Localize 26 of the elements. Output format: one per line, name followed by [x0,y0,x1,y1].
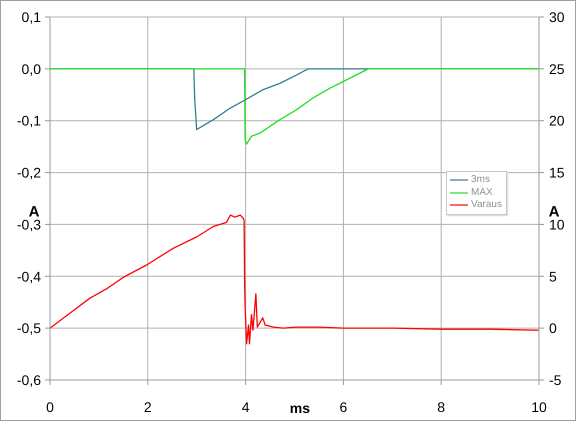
x-tick-label: 0 [46,398,54,415]
legend-label: 3ms [471,174,490,186]
line-series [50,68,539,145]
y2-tick-label: 20 [549,112,565,129]
line-series [50,214,539,344]
x-tick-label: 4 [242,398,250,415]
y-tick-label: 0,0 [22,60,42,77]
y-tick-label: -0,4 [16,268,42,284]
y-tick-label: -0,1 [16,112,42,129]
y2-tick-label: 30 [549,8,565,25]
x-tick-label: 10 [531,398,547,415]
x-tick-label: 6 [340,398,348,415]
x-tick-label: 2 [144,398,152,415]
y-tick-label: -0,5 [16,320,42,336]
legend-label: MAX [471,186,493,199]
y-tick-label: 0,1 [22,8,42,25]
y2-tick-label: 5 [549,268,557,284]
y2-tick-label: 15 [549,164,565,181]
legend-label: Varaus [471,199,502,212]
y2-tick-label: 25 [549,60,565,77]
x-tick-label: 8 [437,398,446,415]
y2-tick-label: 0 [549,320,557,336]
x-axis-title: ms [290,400,310,416]
y-tick-label: -0,2 [16,164,42,181]
y-tick-label: -0,6 [16,372,42,388]
y2-tick-label: -5 [549,372,562,388]
